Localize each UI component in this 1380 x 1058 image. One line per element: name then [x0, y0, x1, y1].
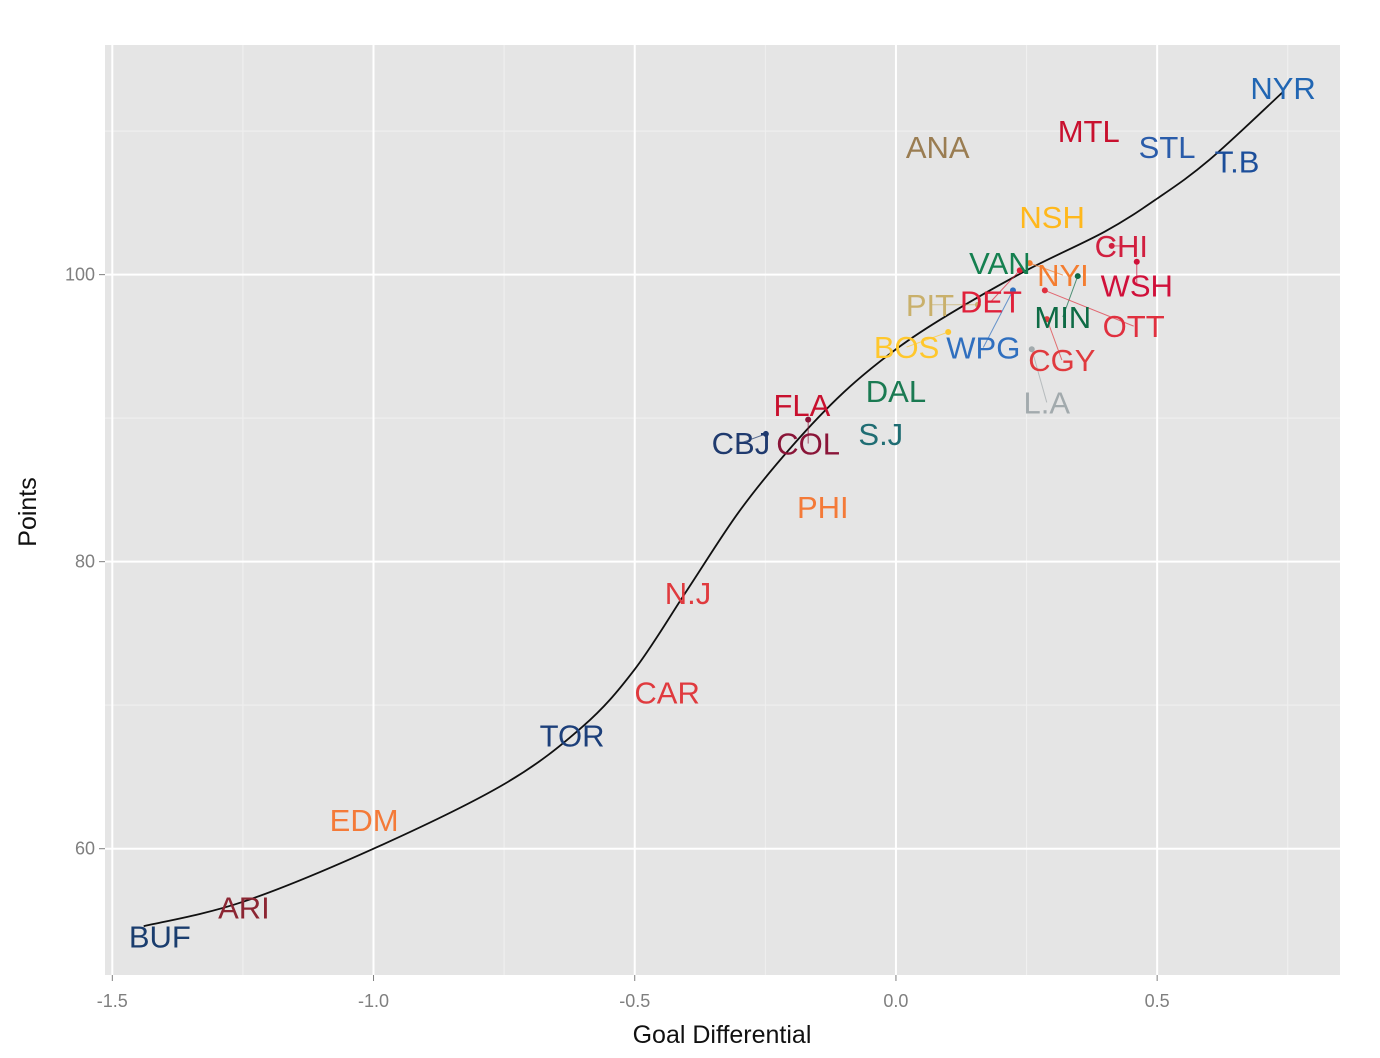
leader-line — [982, 290, 1014, 348]
data-point-marker — [762, 430, 769, 437]
x-tick-label: -0.5 — [619, 991, 650, 1011]
team-label-dal: DAL — [866, 374, 926, 409]
x-tick-label: 0.0 — [883, 991, 908, 1011]
team-label-cgy: CGY — [1028, 343, 1095, 378]
leader-line — [906, 331, 949, 348]
team-label-cbj: CBJ — [712, 426, 771, 461]
team-label-edm: EDM — [330, 803, 399, 838]
team-label-ana: ANA — [906, 130, 970, 165]
team-label-wsh: WSH — [1101, 269, 1173, 304]
axis-ticks: -1.5 -1.0 -0.5 0.0 0.5 60 80 100 — [65, 265, 1170, 1011]
leader-line — [1031, 349, 1048, 403]
data-point-marker — [805, 416, 812, 423]
x-axis-title: Goal Differential — [633, 1021, 812, 1049]
fit-curve-group — [143, 91, 1284, 928]
plot-panel — [105, 45, 1340, 975]
leader-line — [1029, 262, 1064, 276]
team-label-buf: BUF — [129, 919, 191, 954]
team-label-nsh: NSH — [1019, 200, 1084, 235]
data-point-marker — [1041, 287, 1048, 294]
y-axis-title: Points — [14, 477, 42, 546]
team-label-la: L.A — [1024, 385, 1071, 420]
team-label-fla: FLA — [773, 388, 830, 423]
leader-line — [1046, 318, 1063, 361]
team-label-chi: CHI — [1095, 229, 1148, 264]
data-point-marker — [1043, 316, 1050, 323]
label-leader-lines — [740, 242, 1140, 444]
grid-lines — [105, 45, 1340, 975]
team-label-bos: BOS — [874, 330, 939, 365]
data-point-marker — [1133, 258, 1140, 265]
data-point-marker — [1009, 287, 1016, 294]
team-label-car: CAR — [634, 675, 699, 710]
y-tick-label: 100 — [65, 265, 95, 285]
team-label-det: DET — [960, 285, 1022, 320]
data-point-marker — [945, 329, 952, 336]
team-label-nyr: NYR — [1250, 71, 1315, 106]
team-label-wpg: WPG — [946, 330, 1020, 365]
team-label-col: COL — [776, 427, 840, 462]
team-label-tor: TOR — [540, 718, 605, 753]
leader-line — [1044, 289, 1134, 327]
data-point-marker — [1016, 267, 1023, 274]
data-point-marker — [1108, 242, 1115, 249]
leader-line — [1062, 275, 1079, 318]
team-label-ott: OTT — [1103, 309, 1165, 344]
team-label-pit: PIT — [906, 288, 954, 323]
team-label-phi: PHI — [797, 490, 849, 525]
leader-line — [740, 433, 767, 444]
team-label-sj: S.J — [858, 417, 903, 452]
team-labels: NYR MTL STL T.B ANA NSH CHI WSH VAN NYI DET MIN OTT W… — [129, 71, 1316, 954]
team-label-nyi: NYI — [1037, 258, 1089, 293]
y-tick-label: 80 — [75, 552, 95, 572]
x-tick-label: -1.0 — [358, 991, 389, 1011]
leader-line — [990, 269, 1021, 302]
team-label-mtl: MTL — [1058, 114, 1120, 149]
team-label-tb: T.B — [1215, 144, 1260, 179]
y-tick-label: 60 — [75, 839, 95, 859]
team-label-ari: ARI — [218, 891, 270, 926]
x-tick-label: 0.5 — [1145, 991, 1170, 1011]
x-tick-label: -1.5 — [97, 991, 128, 1011]
team-label-min: MIN — [1034, 300, 1091, 335]
data-point-marker — [1074, 273, 1081, 280]
team-label-stl: STL — [1139, 130, 1196, 165]
fit-curve — [143, 91, 1284, 928]
team-label-van: VAN — [969, 246, 1030, 281]
data-point-marker — [974, 301, 981, 308]
data-point-marker — [1026, 260, 1033, 267]
team-label-nj: N.J — [665, 576, 712, 611]
data-point-marker — [1028, 346, 1035, 353]
